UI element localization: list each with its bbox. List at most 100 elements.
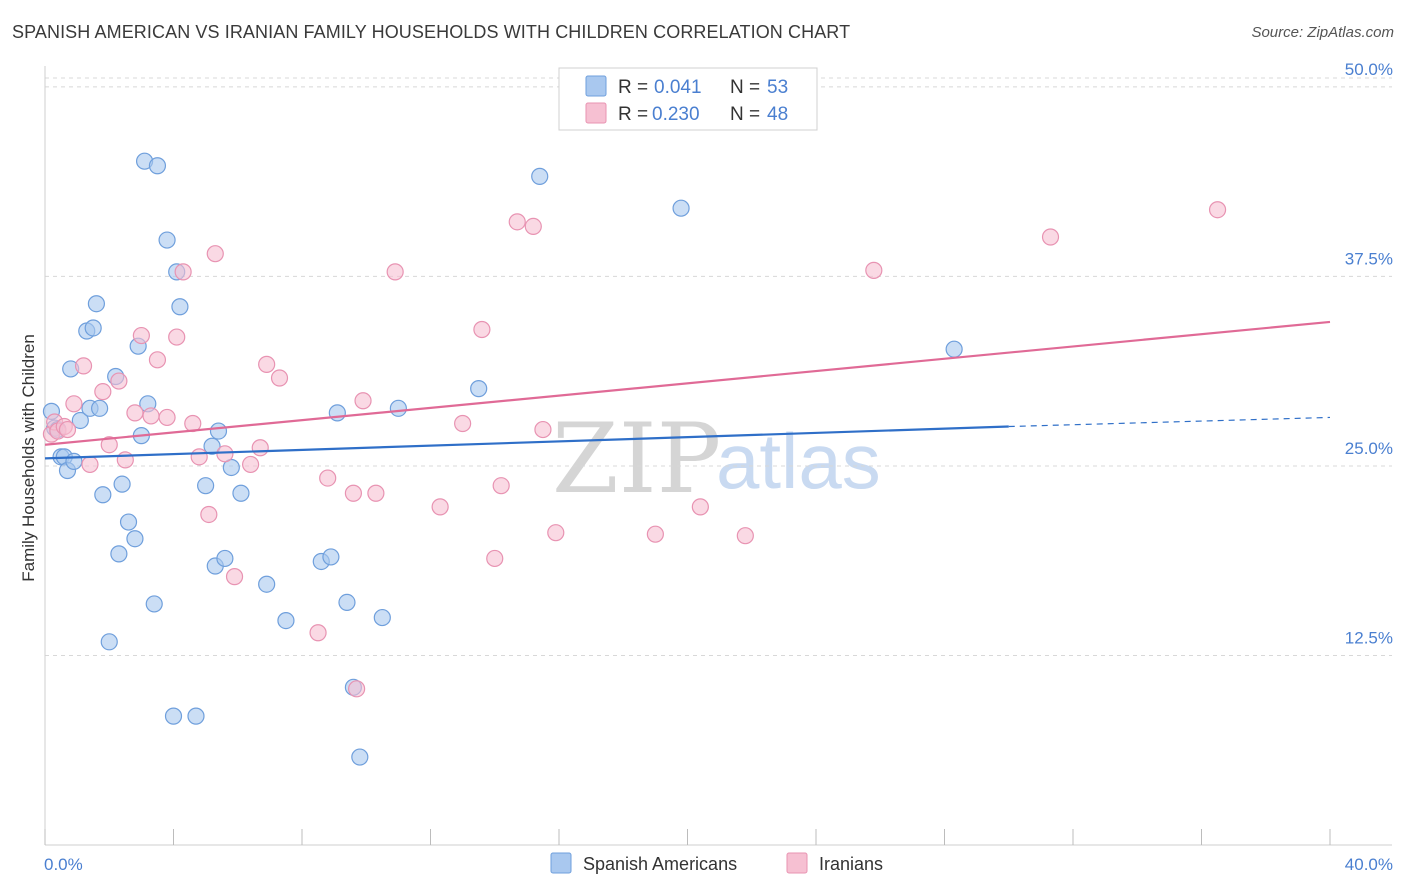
data-point xyxy=(470,380,488,398)
data-point xyxy=(242,455,260,474)
data-point xyxy=(319,469,337,487)
data-point xyxy=(58,420,77,439)
data-point xyxy=(225,568,244,586)
data-point xyxy=(373,608,391,627)
chart-title: SPANISH AMERICAN VS IRANIAN FAMILY HOUSE… xyxy=(12,22,851,42)
data-point xyxy=(116,451,134,469)
data-point xyxy=(531,167,549,185)
trend-line-pink xyxy=(44,320,1331,446)
data-point xyxy=(1041,228,1060,246)
data-point xyxy=(865,261,883,279)
data-point xyxy=(258,355,276,373)
y-tick-label: 37.5% xyxy=(1345,249,1393,268)
trend-lines xyxy=(44,320,1331,460)
data-point xyxy=(454,414,472,433)
data-point xyxy=(148,351,167,369)
legend-swatch-spanish-americans xyxy=(585,75,607,97)
data-point xyxy=(71,411,89,430)
watermark: ZIP atlas xyxy=(552,403,881,515)
data-point xyxy=(389,399,407,417)
data-point xyxy=(187,707,205,725)
bottom-legend-swatch-spanish-americans xyxy=(550,852,572,874)
data-point xyxy=(351,748,369,766)
x-tick-label-max: 40.0% xyxy=(1345,855,1393,874)
data-point xyxy=(672,199,690,217)
source-label: Source: ZipAtlas.com xyxy=(1251,24,1394,41)
data-point xyxy=(338,593,356,612)
data-point xyxy=(524,217,542,235)
series-spanish-americans xyxy=(42,152,963,766)
data-point xyxy=(100,436,118,454)
y-tick-labels: 12.5% 25.0% 37.5% 50.0% xyxy=(1345,60,1393,648)
data-point xyxy=(348,680,366,698)
legend-n-label-1: N = xyxy=(730,77,760,98)
data-point xyxy=(322,548,340,566)
data-point xyxy=(473,320,491,339)
watermark-zip: ZIP xyxy=(552,403,721,515)
data-point xyxy=(110,545,128,563)
legend-n-value-1: 53 xyxy=(767,77,788,98)
data-point xyxy=(344,484,362,502)
y-tick-label: 50.0% xyxy=(1345,60,1393,79)
data-point xyxy=(174,263,192,281)
bottom-legend: Spanish Americans Iranians xyxy=(550,852,883,874)
data-point xyxy=(232,484,250,502)
bottom-legend-label-iranians: Iranians xyxy=(819,854,883,874)
legend-r-label-2: R = xyxy=(618,104,648,125)
data-point xyxy=(81,455,99,474)
x-tick-label-min: 0.0% xyxy=(44,855,83,874)
legend-r-value-1: 0.041 xyxy=(654,77,702,98)
legend-swatch-iranians xyxy=(585,102,607,124)
data-point xyxy=(328,404,346,422)
data-point xyxy=(197,477,215,495)
data-point xyxy=(158,408,176,427)
data-point xyxy=(508,213,526,231)
data-point xyxy=(94,486,112,504)
legend-r-value-2: 0.230 xyxy=(652,104,700,125)
data-point xyxy=(206,245,224,263)
data-point xyxy=(158,231,176,249)
data-point xyxy=(145,595,163,613)
data-point xyxy=(258,575,276,593)
data-point xyxy=(91,399,109,417)
axes xyxy=(44,66,1392,846)
data-point xyxy=(113,475,131,493)
data-point xyxy=(216,445,234,463)
watermark-atlas: atlas xyxy=(716,417,881,505)
data-point xyxy=(84,319,102,337)
data-point xyxy=(691,498,709,516)
data-point xyxy=(164,707,183,725)
data-point xyxy=(209,422,228,440)
trend-line-blue xyxy=(44,425,1009,460)
data-point xyxy=(110,372,128,390)
data-point xyxy=(65,395,83,413)
series-iranians xyxy=(42,201,1227,698)
y-tick-label: 12.5% xyxy=(1345,628,1393,647)
data-point xyxy=(119,513,138,531)
data-point xyxy=(1208,201,1227,219)
y-axis-label: Family Households with Children xyxy=(19,334,38,582)
data-point xyxy=(87,295,106,313)
data-point xyxy=(142,407,160,425)
data-point xyxy=(203,437,221,455)
trend-extension-blue xyxy=(1008,416,1331,428)
data-point xyxy=(65,452,83,471)
legend-r-label-1: R = xyxy=(618,77,648,98)
data-point xyxy=(171,298,189,316)
data-point xyxy=(251,439,269,457)
x-tick-labels: 0.0% 40.0% xyxy=(44,855,1393,874)
y-tick-label: 25.0% xyxy=(1345,439,1393,458)
data-point xyxy=(486,549,504,568)
data-point xyxy=(354,392,372,410)
data-point xyxy=(200,505,218,524)
data-point xyxy=(94,383,112,401)
data-point xyxy=(190,448,208,466)
data-point xyxy=(431,498,449,516)
legend: R = 0.041 N = 53 R = 0.230 N = 48 xyxy=(558,67,818,131)
data-point xyxy=(126,404,144,422)
data-point xyxy=(646,525,664,543)
data-point xyxy=(945,340,963,358)
legend-n-value-2: 48 xyxy=(767,104,788,125)
data-point xyxy=(736,527,754,545)
